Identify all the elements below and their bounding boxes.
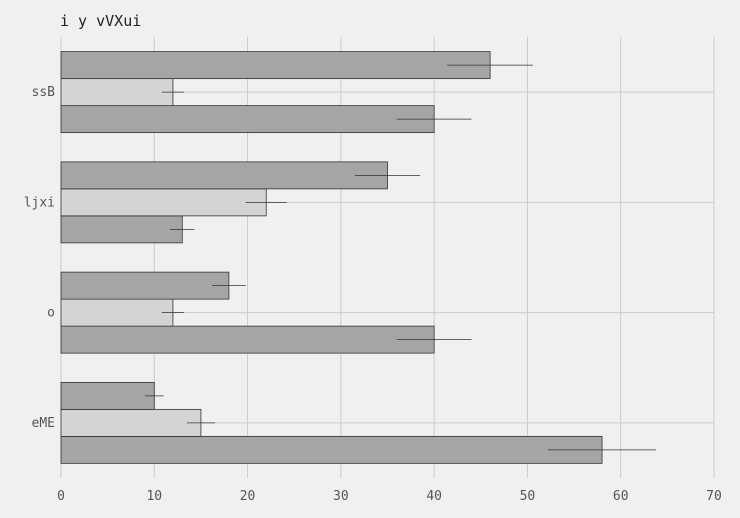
- error-bar-group: [144, 64, 657, 451]
- x-tick-label: 40: [426, 489, 442, 504]
- bar: [60, 105, 435, 134]
- x-tick-label: 10: [146, 489, 162, 504]
- x-tick-label: 70: [706, 489, 722, 504]
- x-tick-labels: 0 10 20 30 40 50 60 70: [57, 489, 722, 504]
- y-tick-labels: eME o ljxi ssB: [24, 85, 55, 431]
- bar: [60, 435, 603, 464]
- bar: [60, 298, 174, 327]
- chart-title: i y vVXui: [60, 12, 141, 30]
- bar: [60, 188, 267, 217]
- x-tick-label: 60: [613, 489, 629, 504]
- bar: [60, 408, 202, 437]
- x-tick-label: 0: [57, 489, 65, 504]
- y-tick-label: eME: [32, 416, 55, 431]
- bar: [60, 161, 388, 190]
- bar: [60, 215, 183, 244]
- x-tick-label: 30: [333, 489, 349, 504]
- bar: [60, 381, 155, 410]
- bar: [60, 78, 174, 107]
- y-tick-label: ljxi: [24, 195, 55, 210]
- bar: [60, 325, 435, 354]
- bar-group: [60, 51, 603, 464]
- bar: [60, 271, 230, 300]
- x-tick-label: 50: [520, 489, 536, 504]
- y-tick-label: ssB: [32, 85, 56, 100]
- x-tick-label: 20: [240, 489, 256, 504]
- bar: [60, 51, 491, 80]
- y-tick-label: o: [47, 306, 55, 321]
